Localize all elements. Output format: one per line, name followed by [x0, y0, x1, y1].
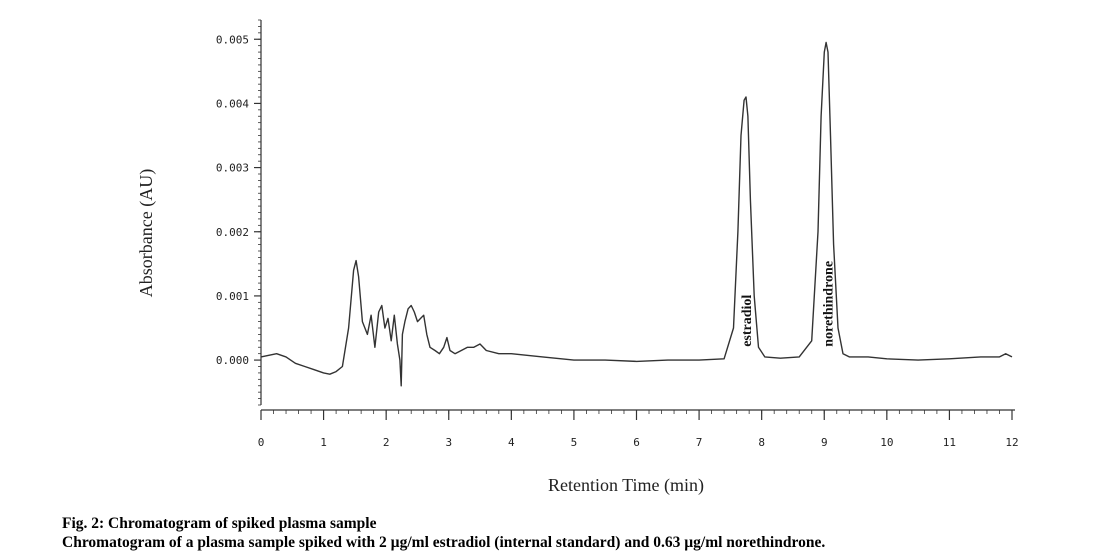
y-tick-label: 0.001: [216, 290, 249, 303]
x-tick-label: 10: [880, 436, 893, 449]
tick-marks: [254, 19, 1013, 420]
x-tick-label: 2: [383, 436, 390, 449]
y-tick-label: 0.002: [216, 226, 249, 239]
x-tick-label: 11: [943, 436, 956, 449]
peak-label: norethindrone: [821, 261, 836, 347]
x-tick-label: 9: [821, 436, 828, 449]
x-tick-label: 0: [258, 436, 265, 449]
chromatogram-trace: [260, 41, 1013, 387]
x-axis-title: Retention Time (min): [548, 475, 704, 496]
figure-caption: Fig. 2: Chromatogram of spiked plasma sa…: [62, 514, 1102, 552]
x-tick-label: 3: [445, 436, 452, 449]
y-tick-label: 0.005: [216, 33, 249, 46]
y-tick-label: 0.000: [216, 354, 249, 367]
x-tick-label: 4: [508, 436, 515, 449]
x-tick-label: 7: [696, 436, 703, 449]
caption-title: Fig. 2: Chromatogram of spiked plasma sa…: [62, 515, 377, 532]
y-axis-title: Absorbance (AU): [136, 169, 157, 297]
caption-text: Chromatogram of a plasma sample spiked w…: [62, 534, 826, 551]
x-tick-label: 1: [320, 436, 327, 449]
peak-annotations: estradiol norethindrone: [740, 261, 836, 347]
series-layer: [260, 41, 1013, 387]
x-tick-label: 6: [633, 436, 640, 449]
axes: [260, 20, 1015, 411]
x-tick-label: 8: [758, 436, 765, 449]
y-tick-label: 0.003: [216, 162, 249, 175]
y-tick-label: 0.004: [216, 97, 249, 110]
x-tick-label: 12: [1005, 436, 1018, 449]
peak-label: estradiol: [740, 295, 755, 347]
x-tick-label: 5: [571, 436, 578, 449]
